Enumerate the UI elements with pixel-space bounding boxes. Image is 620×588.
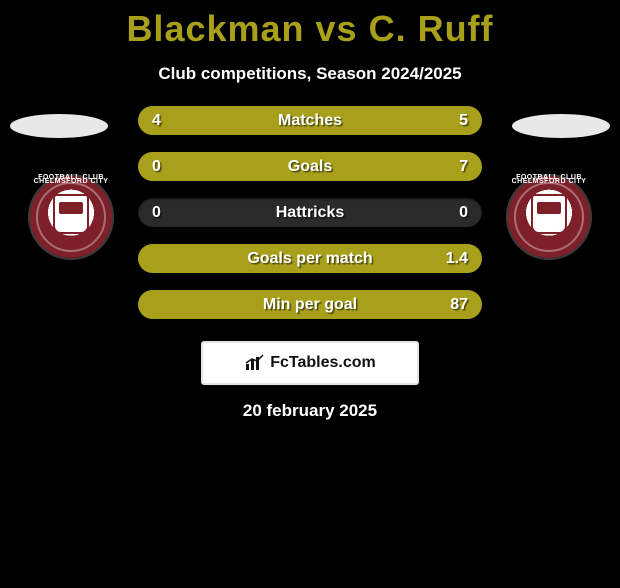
stat-row: Matches4 5 bbox=[138, 106, 482, 135]
stat-row: Goals0 7 bbox=[138, 152, 482, 181]
stat-value-left: 4 bbox=[152, 106, 161, 135]
stat-value-right: 0 bbox=[459, 198, 468, 227]
root: Blackman vs C. Ruff Club competitions, S… bbox=[0, 8, 620, 421]
player-silhouette-left bbox=[10, 114, 108, 138]
stat-rows: Matches45Goals07Hattricks00Goals per mat… bbox=[138, 102, 482, 319]
stat-row: Goals per match1.4 bbox=[138, 244, 482, 273]
stat-value-left: 0 bbox=[152, 152, 161, 181]
stat-value-right: 1.4 bbox=[446, 244, 468, 273]
stat-value-right: 87 bbox=[450, 290, 468, 319]
stat-label: Goals bbox=[138, 152, 482, 181]
club-badge-left: CHELMSFORD CITY FOOTBALL CLUB bbox=[28, 174, 114, 260]
source-text: FcTables.com bbox=[270, 354, 376, 372]
bars-icon bbox=[244, 354, 266, 372]
stat-value-right: 7 bbox=[459, 152, 468, 181]
stat-value-left: 0 bbox=[152, 198, 161, 227]
stat-label: Min per goal bbox=[138, 290, 482, 319]
badge-text-bottom: FOOTBALL CLUB bbox=[28, 174, 114, 254]
badge-text-bottom: FOOTBALL CLUB bbox=[506, 174, 592, 254]
comparison-arena: CHELMSFORD CITY FOOTBALL CLUB CHELMSFORD… bbox=[0, 102, 620, 421]
subtitle: Club competitions, Season 2024/2025 bbox=[0, 64, 620, 84]
player-silhouette-right bbox=[512, 114, 610, 138]
date-text: 20 february 2025 bbox=[0, 401, 620, 421]
stat-row: Hattricks0 0 bbox=[138, 198, 482, 227]
club-badge-right: CHELMSFORD CITY FOOTBALL CLUB bbox=[506, 174, 592, 260]
stat-label: Goals per match bbox=[138, 244, 482, 273]
stat-label: Hattricks bbox=[138, 198, 482, 227]
stat-label: Matches bbox=[138, 106, 482, 135]
stat-row: Min per goal87 bbox=[138, 290, 482, 319]
page-title: Blackman vs C. Ruff bbox=[0, 8, 620, 50]
stat-value-right: 5 bbox=[459, 106, 468, 135]
source-badge: FcTables.com bbox=[201, 341, 419, 385]
